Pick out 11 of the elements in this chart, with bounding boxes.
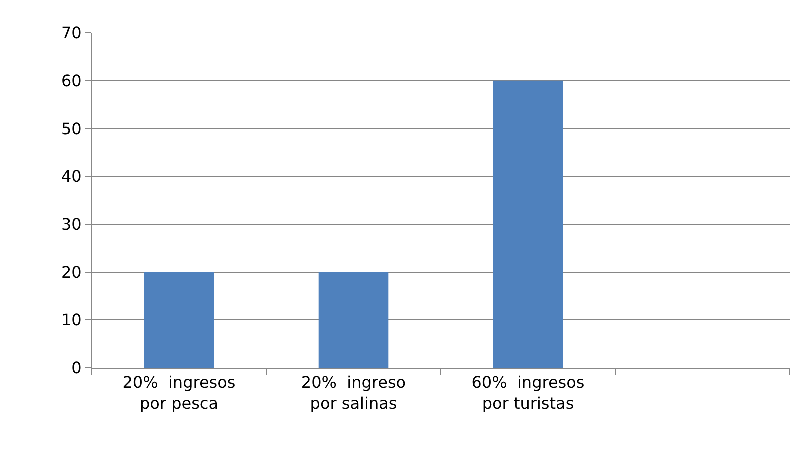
y-tick-label: 60 <box>61 71 82 90</box>
y-tick-label: 70 <box>61 24 82 43</box>
y-tick-label: 0 <box>72 358 82 378</box>
y-tick-label: 50 <box>61 119 82 138</box>
y-tick-label: 10 <box>61 310 82 330</box>
y-tick-label: 30 <box>61 215 82 234</box>
x-tick-label: 20% ingreso por salinas <box>301 373 406 413</box>
y-tick-label: 40 <box>61 167 82 186</box>
y-tick-label: 20 <box>61 262 82 282</box>
x-tick-label: 20% ingresos por pesca <box>122 373 236 413</box>
x-tick-label: 60% ingresos por turistas <box>472 373 585 413</box>
